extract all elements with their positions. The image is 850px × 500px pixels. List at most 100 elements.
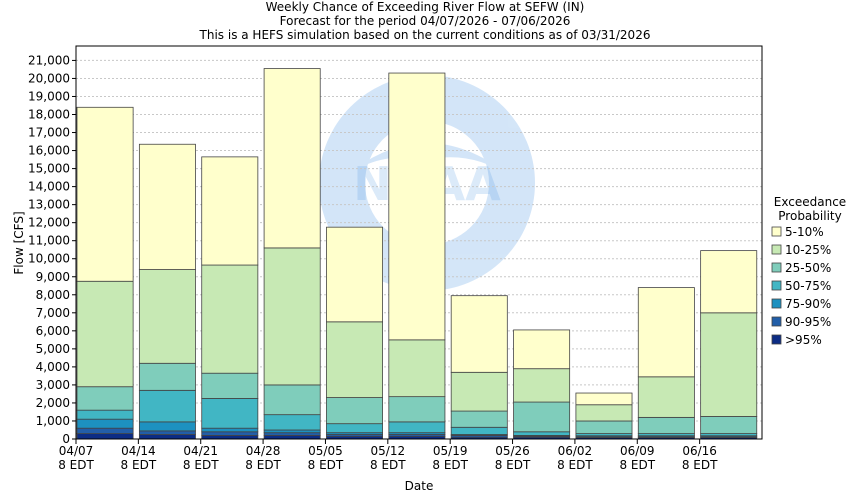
bar-segment-5-10- (76, 106, 134, 282)
x-tick-label-time: 8 EDT (495, 458, 531, 472)
x-tick-label-time: 8 EDT (183, 458, 219, 472)
bar-segment--95- (138, 434, 196, 440)
y-tick-label: 21,000 (28, 53, 70, 67)
bar-segment-25-50- (326, 397, 383, 425)
x-tick-label-date: 04/28 (246, 444, 281, 458)
bar-segment-25-50- (450, 410, 508, 428)
title-line-2: Forecast for the period 04/07/2026 - 07/… (280, 14, 571, 28)
legend-swatch (771, 280, 782, 291)
y-tick-label: 3,000 (36, 378, 70, 392)
bar-segment-10-25- (263, 247, 321, 386)
x-tick-label-time: 8 EDT (682, 458, 718, 472)
bar-stack-06-02 (575, 392, 633, 440)
legend-label: 75-90% (785, 297, 831, 311)
y-tick-label: 2,000 (36, 396, 70, 410)
x-tick-label-time: 8 EDT (557, 458, 593, 472)
bar-segment--95- (76, 433, 134, 440)
legend-items: 5-10% 10-25% 25-50% 50-75% 75-90% 90-95% >95% (771, 225, 831, 347)
y-tick-label: 14,000 (28, 180, 70, 194)
bar-segment-25-50- (513, 401, 571, 433)
legend-label: 90-95% (785, 315, 831, 329)
bar-segment-50-75- (263, 414, 321, 431)
bar-stack-05-12 (388, 72, 446, 440)
x-tick-label-date: 04/14 (121, 444, 156, 458)
legend-label: 25-50% (785, 261, 831, 275)
legend: Exceedance Probability 5-10% 10-25% 25-50%… (771, 195, 846, 347)
bar-segment-10-25- (138, 269, 196, 364)
bar-segment-10-25- (700, 312, 758, 417)
bar-segment-10-25- (575, 404, 633, 422)
x-tick-label-date: 06/02 (558, 444, 593, 458)
bar-segment-25-50- (138, 362, 196, 391)
x-tick-label-time: 8 EDT (121, 458, 157, 472)
plot-frame (75, 45, 763, 440)
bar-segment-25-50- (637, 416, 695, 434)
bar-stack-05-05 (326, 226, 383, 440)
bar-segment-25-50- (76, 386, 134, 411)
title-line-3: This is a HEFS simulation based on the c… (199, 28, 651, 42)
legend-swatch (771, 334, 782, 345)
bar-segment-90-95- (76, 427, 134, 434)
y-tick-label: 12,000 (28, 216, 70, 230)
y-tick-label: 0 (62, 432, 70, 446)
x-tick-label-date: 05/12 (371, 444, 406, 458)
x-tick-label-time: 8 EDT (308, 458, 344, 472)
legend-label: 10-25% (785, 243, 831, 257)
bar-segment-5-10- (513, 329, 571, 370)
bar-segment-10-25- (76, 280, 134, 388)
bar-segment-50-75- (513, 431, 571, 436)
legend-label: 50-75% (785, 279, 831, 293)
bar-segment-5-10- (263, 68, 321, 249)
legend-label: >95% (785, 333, 822, 347)
y-tick-label: 4,000 (36, 360, 70, 374)
legend-swatch (771, 226, 782, 237)
y-tick-label: 5,000 (36, 342, 70, 356)
chart-title: Weekly Chance of Exceeding River Flow at… (199, 0, 651, 42)
bar-segment-25-50- (263, 384, 321, 416)
bar-segment-10-25- (513, 368, 571, 403)
y-tick-label: 15,000 (28, 162, 70, 176)
bar-segment-10-25- (201, 264, 259, 374)
bar-segment-50-75- (201, 398, 259, 429)
x-tick-label-date: 06/09 (620, 444, 655, 458)
bar-segment-90-95- (138, 430, 196, 435)
bar-segment-10-25- (450, 371, 508, 412)
bar-segment-5-10- (700, 250, 758, 314)
bar-segment-5-10- (450, 295, 508, 373)
y-tick-label: 9,000 (36, 270, 70, 284)
bar-segment-5-10- (201, 156, 259, 266)
legend-swatch (771, 244, 782, 255)
bar-segment-25-50- (201, 372, 259, 399)
x-tick-label-date: 04/07 (59, 444, 94, 458)
y-tick-label: 16,000 (28, 144, 70, 158)
y-tick-label: 6,000 (36, 324, 70, 338)
y-tick-label: 13,000 (28, 198, 70, 212)
bar-segment-5-10- (138, 143, 196, 270)
bar-segment--95- (263, 434, 321, 440)
bar-segment-50-75- (138, 389, 196, 423)
x-tick-label-date: 05/05 (308, 444, 343, 458)
bar-segment-10-25- (637, 376, 695, 418)
bar-segment-5-10- (637, 287, 695, 378)
bar-stack-05-19 (450, 295, 508, 440)
bar-stack-04-21 (201, 156, 259, 440)
bar-segment--95- (201, 434, 259, 440)
y-tick-label: 7,000 (36, 306, 70, 320)
x-tick-label-time: 8 EDT (245, 458, 281, 472)
bar-segment-50-75- (76, 409, 134, 420)
x-tick-label-time: 8 EDT (370, 458, 406, 472)
bar-segment-25-50- (575, 420, 633, 434)
bar-stack-05-26 (513, 329, 571, 440)
x-tick-label-time: 8 EDT (432, 458, 468, 472)
bar-segment-5-10- (388, 72, 446, 341)
y-tick-label: 1,000 (36, 414, 70, 428)
x-axis-label: Date (405, 479, 434, 493)
bar-segment-25-50- (700, 416, 758, 434)
legend-title-1: Exceedance (774, 195, 846, 209)
x-tick-label-time: 8 EDT (58, 458, 94, 472)
bar-segment-75-90- (263, 429, 321, 434)
bar-segment-75-90- (201, 427, 259, 433)
legend-label: 5-10% (785, 225, 824, 239)
